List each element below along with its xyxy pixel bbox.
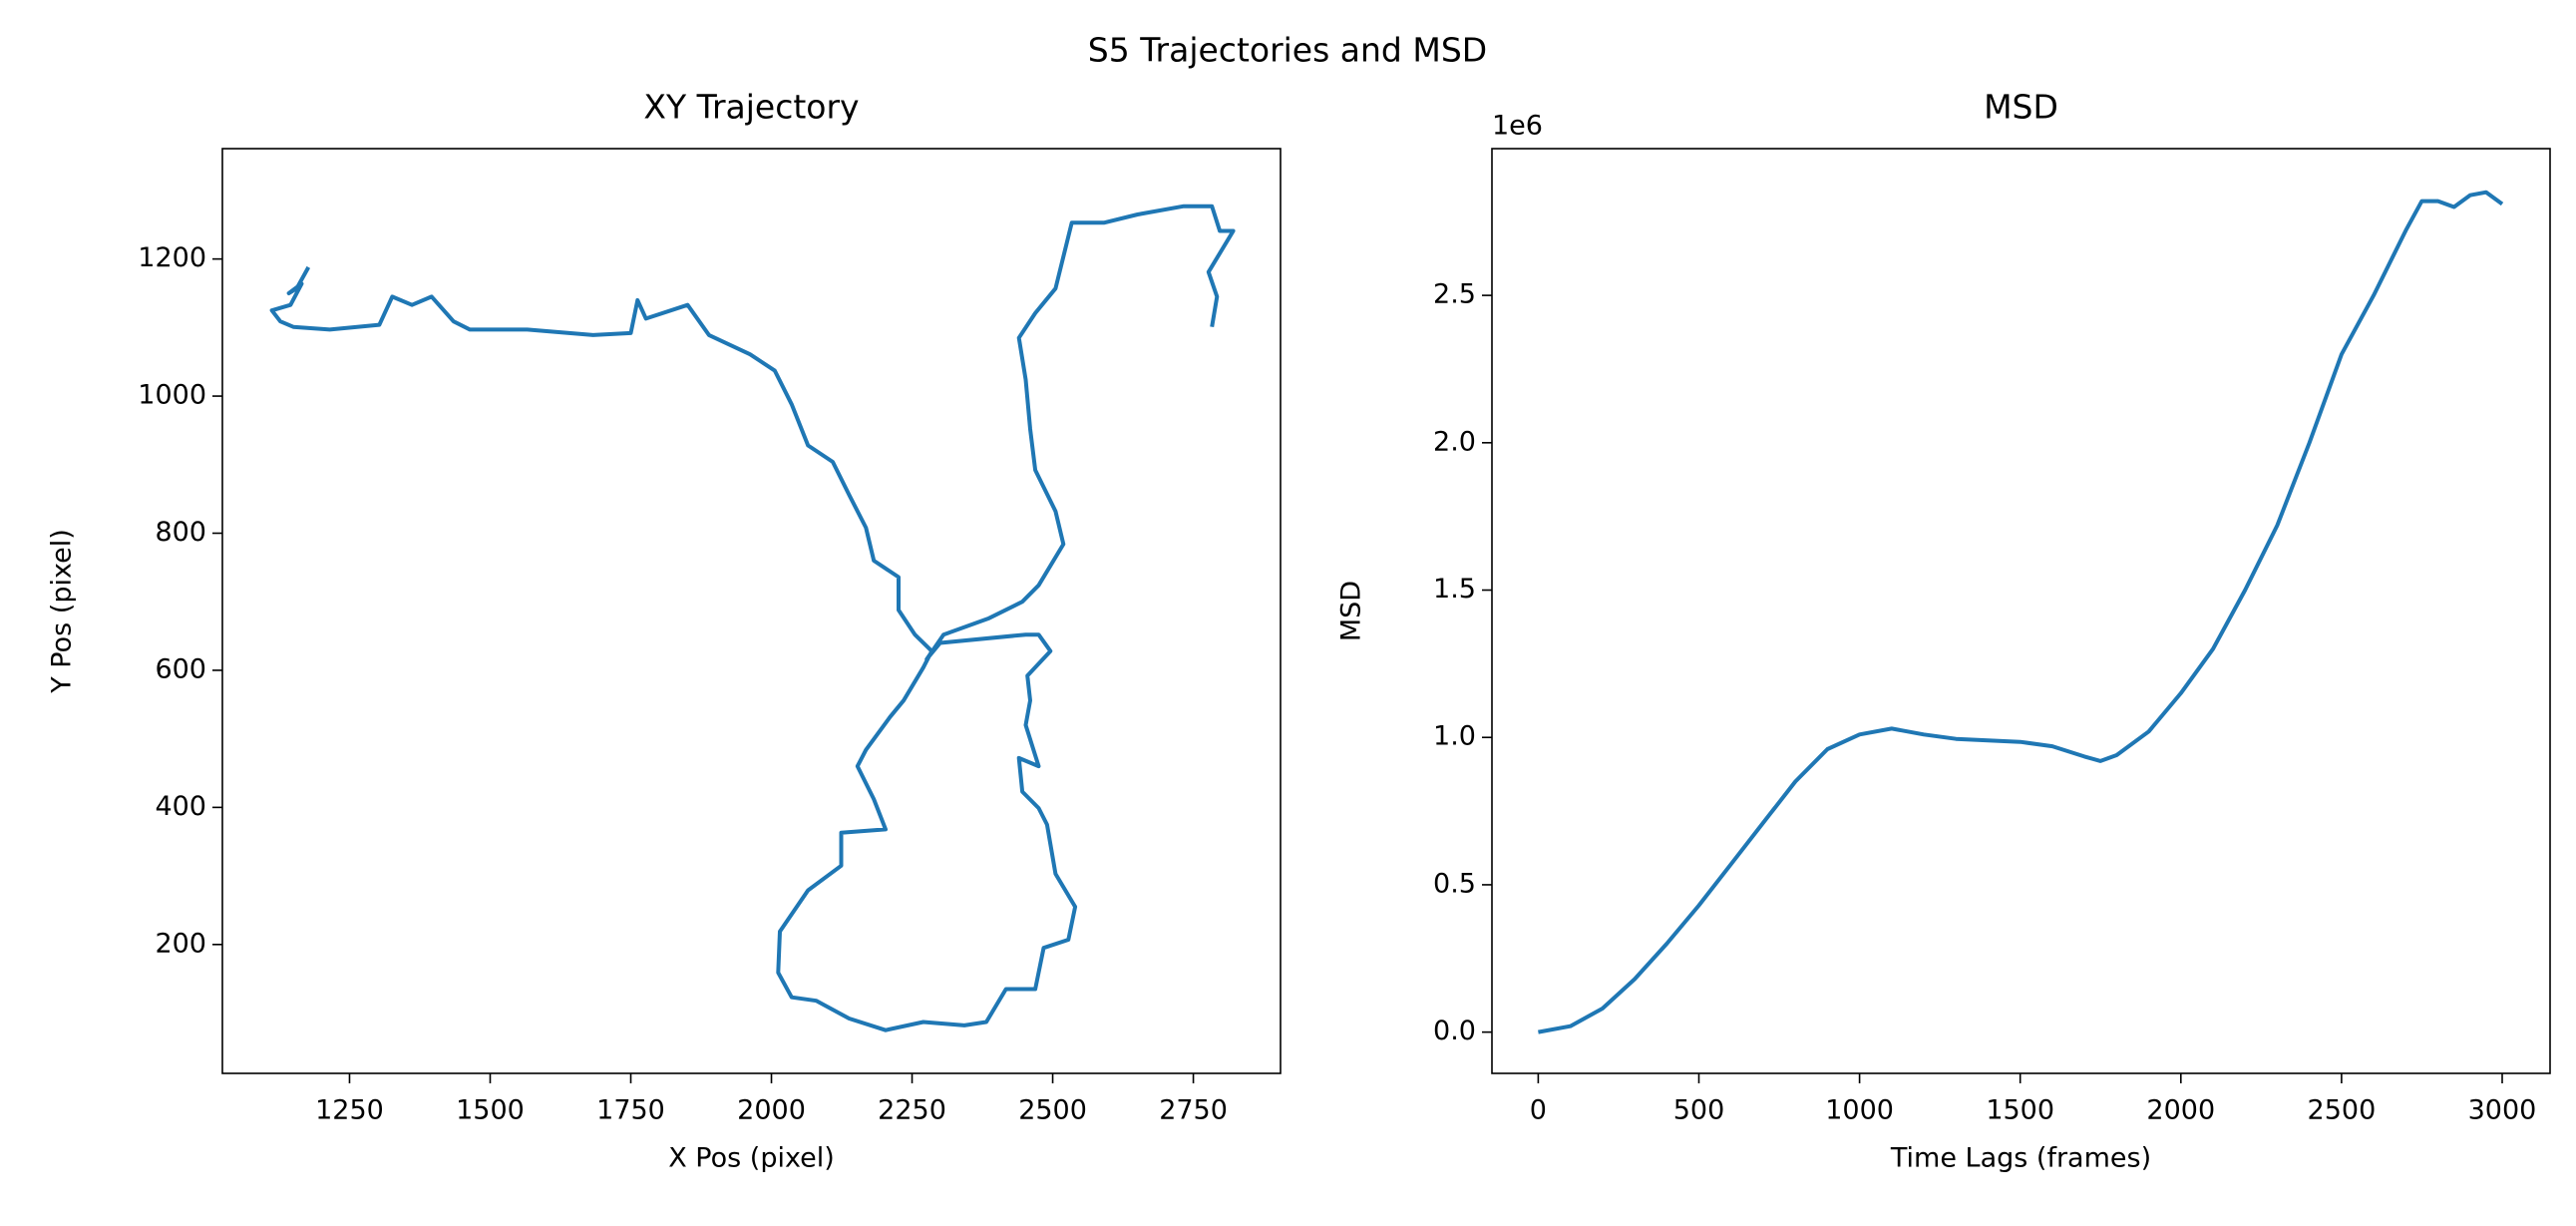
figure-title: S5 Trajectories and MSD bbox=[1088, 31, 1487, 70]
x-tick-label: 0 bbox=[1530, 1095, 1547, 1126]
y-axis-label: MSD bbox=[1336, 581, 1367, 641]
x-axis-label: Time Lags (frames) bbox=[1890, 1143, 2151, 1174]
x-tick-label: 500 bbox=[1673, 1095, 1725, 1126]
x-axis-label: X Pos (pixel) bbox=[668, 1143, 835, 1174]
x-tick-label: 1750 bbox=[596, 1095, 665, 1126]
y-axis-label: Y Pos (pixel) bbox=[47, 529, 78, 694]
y-tick-label: 1200 bbox=[138, 242, 206, 273]
x-tick-label: 1500 bbox=[456, 1095, 525, 1126]
x-tick-label: 2250 bbox=[878, 1095, 946, 1126]
y-tick-label: 0.5 bbox=[1433, 868, 1476, 899]
axes-title: XY Trajectory bbox=[643, 88, 859, 127]
y-tick-label: 2.5 bbox=[1433, 279, 1476, 310]
y-offset-label: 1e6 bbox=[1492, 111, 1543, 142]
y-tick-label: 800 bbox=[155, 517, 206, 548]
data-line bbox=[1538, 190, 2504, 1034]
y-tick-label: 600 bbox=[155, 653, 206, 684]
x-tick-label: 2000 bbox=[2146, 1095, 2215, 1126]
data-line bbox=[269, 204, 1236, 1032]
axes-title: MSD bbox=[1984, 88, 2058, 127]
y-tick-label: 400 bbox=[155, 791, 206, 822]
x-tick-label: 3000 bbox=[2468, 1095, 2537, 1126]
y-tick-label: 2.0 bbox=[1433, 426, 1476, 457]
x-tick-label: 2500 bbox=[2308, 1095, 2377, 1126]
plot-frame bbox=[1491, 148, 2551, 1074]
x-tick-label: 2000 bbox=[737, 1095, 806, 1126]
y-tick-label: 0.0 bbox=[1433, 1016, 1476, 1046]
plot-frame bbox=[221, 148, 1282, 1074]
y-tick-label: 1.0 bbox=[1433, 721, 1476, 752]
y-tick-label: 1.5 bbox=[1433, 574, 1476, 605]
x-tick-label: 1000 bbox=[1825, 1095, 1894, 1126]
x-tick-label: 2750 bbox=[1159, 1095, 1228, 1126]
y-tick-label: 200 bbox=[155, 928, 206, 959]
x-tick-label: 1250 bbox=[315, 1095, 384, 1126]
y-tick-label: 1000 bbox=[138, 380, 206, 411]
x-tick-label: 2500 bbox=[1018, 1095, 1087, 1126]
x-tick-label: 1500 bbox=[1986, 1095, 2054, 1126]
